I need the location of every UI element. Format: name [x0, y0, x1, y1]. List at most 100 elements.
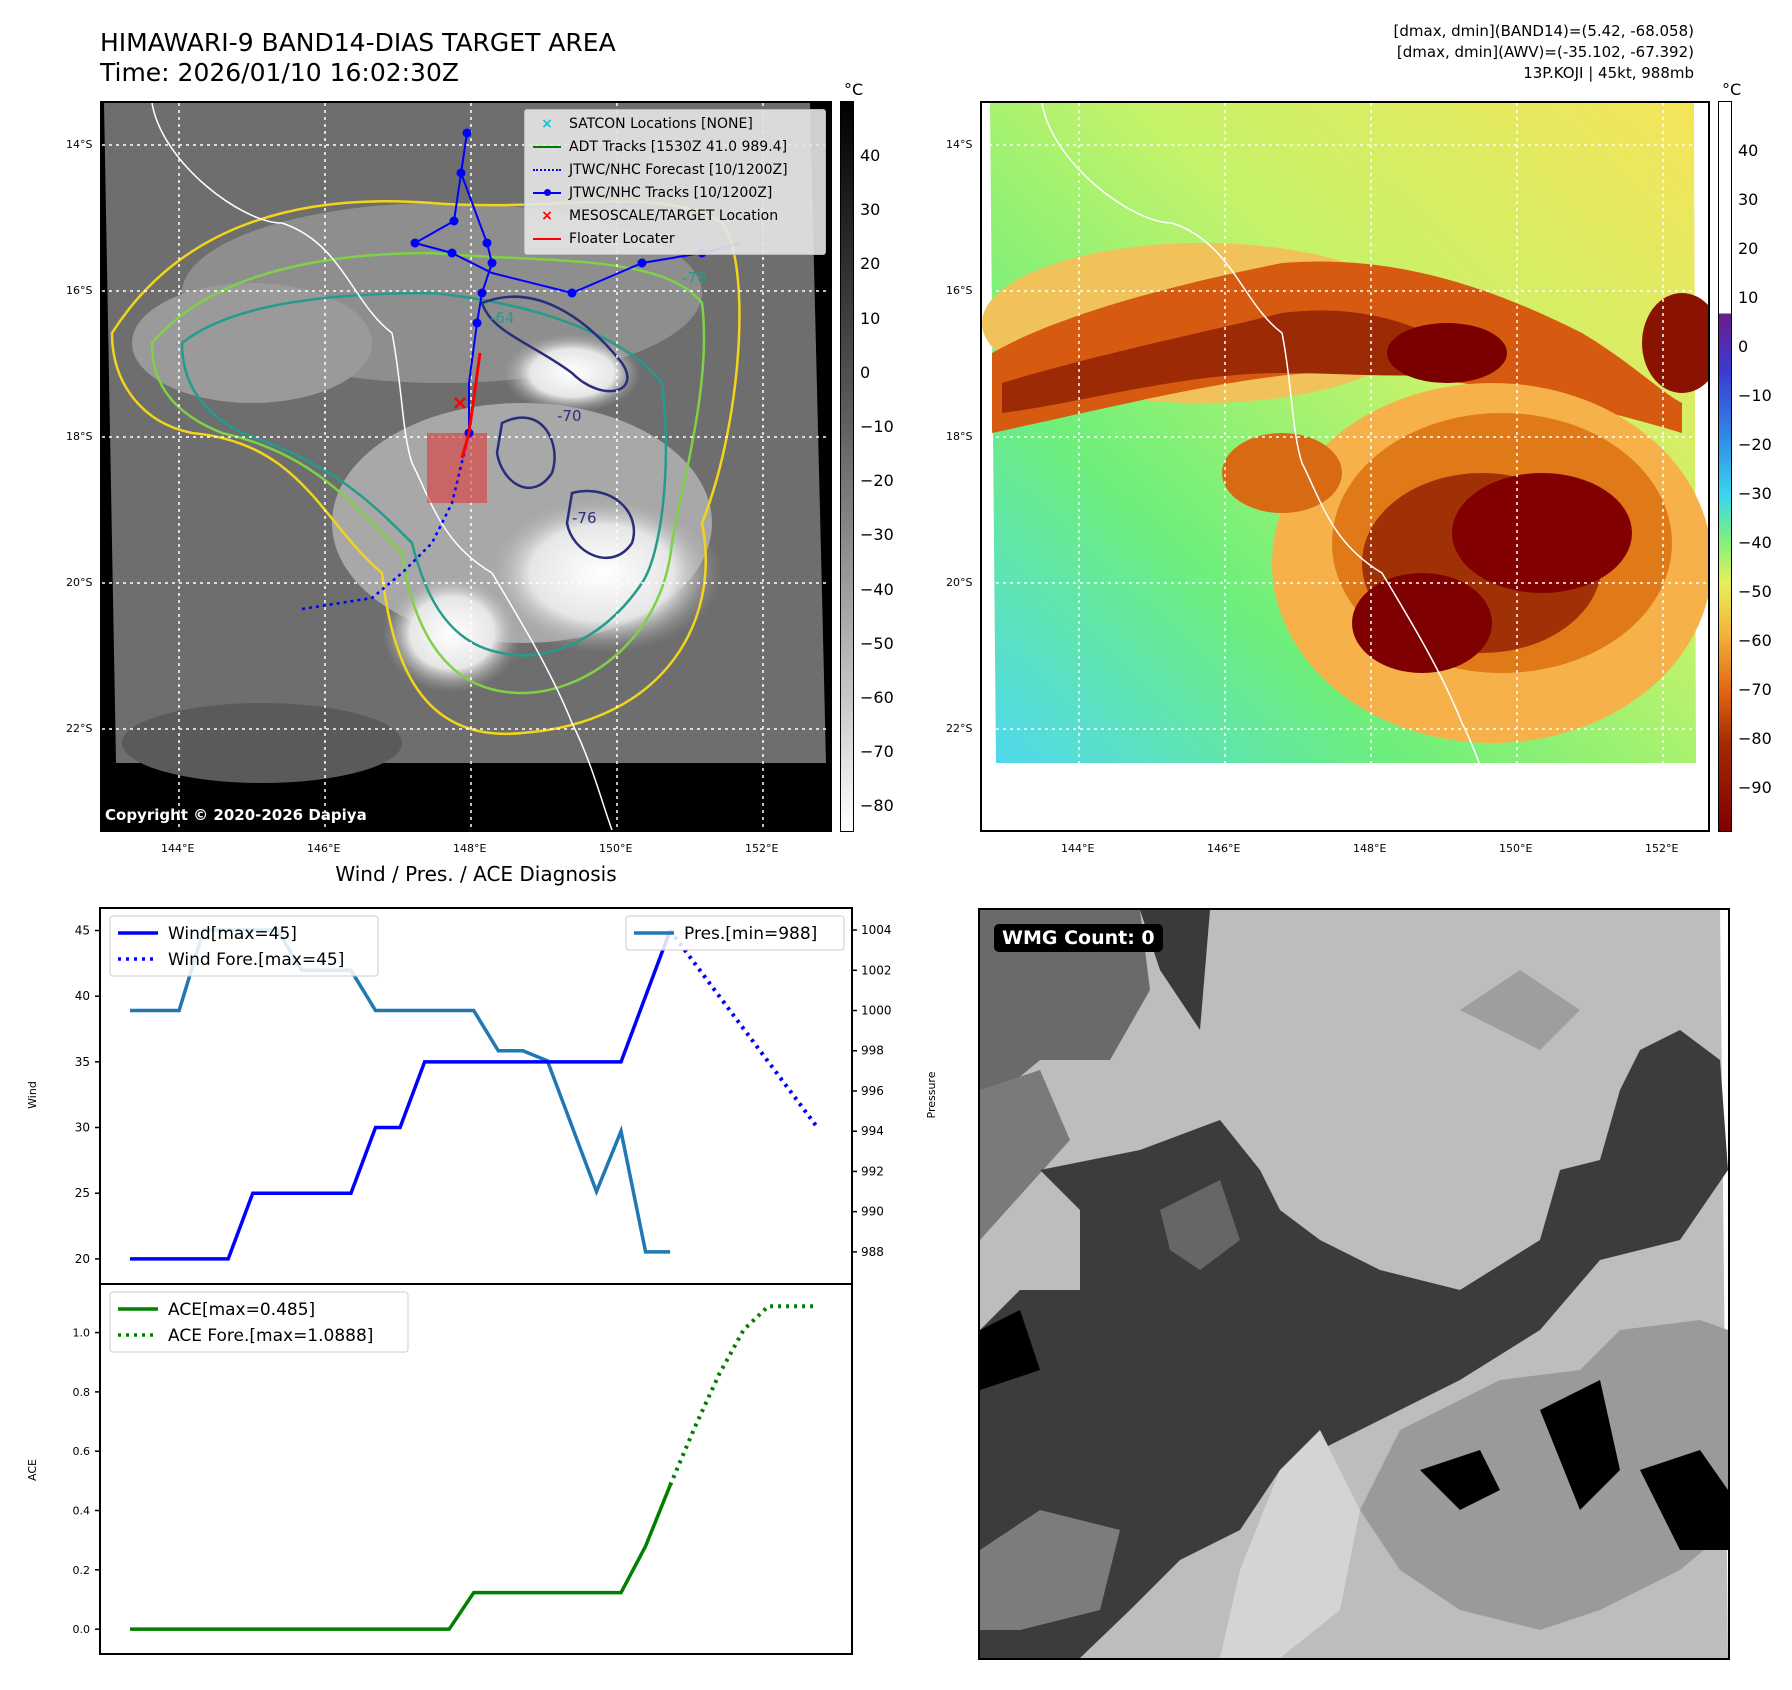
storm-info: 13P.KOJI | 45kt, 988mb: [1523, 64, 1694, 82]
colorbar-tick-label: −30: [860, 525, 894, 545]
wind-forecast-line: [668, 929, 820, 1129]
mesoscale-marker: [454, 397, 466, 409]
wind-forecast-legend-label: Wind Fore.[max=45]: [168, 950, 344, 970]
wind-tick-label: 45: [75, 924, 90, 938]
lon-tick-label: 152°E: [1645, 842, 1679, 855]
ace-tick-label: 0.2: [73, 1564, 91, 1577]
jtwc-forecast-line: [301, 432, 471, 611]
lon-tick-label: 150°E: [599, 842, 633, 855]
ace-tick-label: 1.0: [73, 1327, 91, 1340]
legend-swatch: [533, 238, 561, 240]
lat-tick-label: 22°S: [66, 722, 93, 735]
lat-tick-label: 20°S: [66, 576, 93, 589]
lat-tick-label: 20°S: [946, 576, 973, 589]
wmg-count-badge: WMG Count: 0: [994, 924, 1163, 952]
lon-tick-label: 144°E: [1061, 842, 1095, 855]
ace-tick-label: 0.8: [73, 1386, 91, 1399]
colorbar-tick-label: −70: [1738, 680, 1772, 699]
colorbar-tick-label: 30: [860, 200, 881, 220]
wmg-panel: WMG Count: 0: [978, 908, 1730, 1660]
lon-tick-label: 148°E: [1353, 842, 1387, 855]
awv-colorbar-unit: °C: [1722, 80, 1742, 99]
colorbar-tick-label: −30: [1738, 484, 1772, 503]
pressure-tick-label: 994: [861, 1124, 884, 1138]
chart-legend: [625, 915, 845, 951]
colorbar-tick-label: −60: [860, 688, 894, 707]
colorbar-tick-label: −80: [1738, 729, 1772, 748]
pressure-tick-label: 992: [861, 1164, 884, 1178]
wind-line: [130, 929, 672, 1261]
colorbar-tick-label: −60: [1738, 631, 1772, 650]
colorbar-tick-label: −20: [860, 471, 894, 491]
legend-label: JTWC/NHC Forecast [10/1200Z]: [569, 162, 788, 178]
colorbar-tick-label: −50: [860, 633, 894, 653]
pressure-line: [130, 928, 671, 1254]
colorbar-tick-label: −50: [1738, 582, 1772, 601]
legend-swatch: [533, 146, 561, 148]
chart-legend: [109, 1291, 409, 1353]
lon-tick-label: 146°E: [307, 842, 341, 855]
ace-forecast-legend-label: ACE Fore.[max=1.0888]: [168, 1326, 373, 1346]
legend-label: Floater Locater: [569, 231, 675, 247]
lat-tick-label: 16°S: [66, 284, 93, 297]
ace-axes: [99, 1283, 853, 1655]
ace-forecast-line: [668, 1304, 818, 1487]
colorbar-tick-label: 0: [860, 362, 871, 382]
legend-swatch: ×: [541, 116, 553, 132]
awv-range: [dmax, dmin](AWV)=(-35.102, -67.392): [1396, 43, 1694, 61]
pressure-tick-label: 996: [861, 1084, 884, 1098]
wind-tick-label: 35: [75, 1055, 90, 1069]
colorbar-tick-label: 20: [1738, 239, 1759, 258]
target-box: [427, 433, 487, 503]
colorbar-tick-label: −40: [1738, 533, 1772, 552]
colorbar-tick-label: 0: [1738, 337, 1749, 356]
colorbar-tick-label: 40: [860, 146, 881, 165]
legend-item: × MESOSCALE/TARGET Location: [533, 206, 778, 226]
coastline: [151, 103, 613, 830]
ace-tick-label: 0.6: [73, 1445, 91, 1458]
colorbar-tick-label: 10: [860, 308, 881, 328]
band14-range: [dmax, dmin](BAND14)=(5.42, -68.058): [1393, 22, 1694, 40]
awv-map: [982, 103, 1708, 830]
map-legend: × SATCON Locations [NONE] ADT Tracks [1530…: [524, 109, 826, 255]
pressure-tick-label: 1000: [861, 1004, 892, 1018]
ace-tick-label: 0.4: [73, 1505, 91, 1518]
legend-swatch: [533, 169, 561, 171]
chart-time: Time: 2026/01/10 16:02:30Z: [100, 58, 459, 87]
awv-map-panel: [980, 101, 1710, 832]
contour-label: -70: [557, 407, 582, 425]
chart-legend: [109, 915, 379, 977]
lat-tick-label: 22°S: [946, 722, 973, 735]
lon-tick-label: 148°E: [453, 842, 487, 855]
legend-label: JTWC/NHC Tracks [10/1200Z]: [569, 185, 773, 201]
pressure-tick-label: 1004: [861, 923, 892, 937]
jtwc-track-line: [410, 128, 743, 438]
contour-label: -76: [572, 509, 597, 527]
chart-title: HIMAWARI-9 BAND14-DIAS TARGET AREA: [100, 28, 616, 57]
colorbar-tick-label: −40: [860, 579, 894, 599]
lat-tick-label: 14°S: [946, 138, 973, 151]
pressure-tick-label: 1002: [861, 963, 892, 977]
colorbar-tick-label: 40: [1738, 141, 1759, 160]
legend-item: JTWC/NHC Tracks [10/1200Z]: [533, 183, 772, 203]
awv-colorbar: [1718, 101, 1732, 832]
wind-tick-label: 20: [75, 1252, 90, 1266]
pressure-ylabel: Pressure: [925, 1071, 938, 1118]
colorbar-tick-label: −80: [860, 796, 894, 816]
wind-legend-label: Wind[max=45]: [168, 924, 297, 944]
legend-item: Floater Locater: [533, 229, 675, 249]
pressure-legend-label: Pres.[min=988]: [684, 924, 817, 944]
ace-ylabel: ACE: [26, 1459, 39, 1481]
coastline: [1041, 103, 1503, 830]
colorbar-tick-label: −90: [1738, 778, 1772, 797]
colorbar-tick-label: 30: [1738, 190, 1759, 209]
wind-ylabel: Wind: [26, 1081, 39, 1109]
legend-item: JTWC/NHC Forecast [10/1200Z]: [533, 160, 788, 180]
ir-map-panel: -64 -70 -76 -76 Copyright © 2020-2026 Da…: [100, 101, 832, 832]
legend-label: MESOSCALE/TARGET Location: [569, 208, 779, 224]
wind-tick-label: 25: [75, 1186, 90, 1200]
pressure-tick-label: 998: [861, 1044, 884, 1058]
ace-legend-label: ACE[max=0.485]: [168, 1300, 315, 1320]
ir-colorbar-unit: °C: [844, 80, 864, 99]
floater-locater: [460, 352, 482, 459]
